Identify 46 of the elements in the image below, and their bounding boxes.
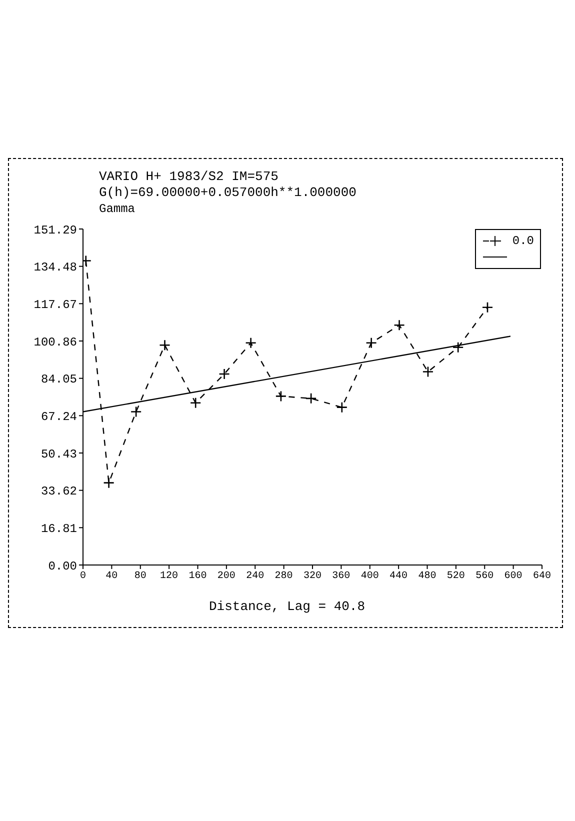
x-tick-label: 120 [160, 571, 178, 582]
point [275, 390, 287, 402]
chart-title: VARIO H+ 1983/S2 IM=575 [99, 169, 280, 185]
x-tick-label: 640 [532, 571, 552, 582]
x-tick-label: 440 [390, 571, 408, 582]
point [305, 392, 317, 404]
x-tick-label: 160 [188, 571, 207, 582]
x-tick-label: 360 [332, 571, 350, 582]
y-tick-label: 84.05 [40, 372, 77, 387]
y-tick-label: 50.43 [40, 447, 77, 462]
x-tick-label: 80 [134, 571, 146, 582]
point [482, 302, 494, 314]
y-tick-label: 33.62 [40, 484, 77, 499]
y-tick-label: 100.86 [34, 335, 77, 350]
point [218, 368, 230, 380]
x-tick-label: 240 [246, 571, 264, 582]
x-tick-label: 400 [360, 571, 379, 582]
point [366, 337, 377, 349]
point [245, 337, 256, 349]
x-tick-label: 200 [217, 571, 236, 582]
point [190, 397, 202, 409]
x-tick-label: 560 [476, 571, 494, 582]
x-axis-title: Distance, Lag = 40.8 [209, 599, 366, 614]
y-tick-label: 151.29 [34, 223, 77, 238]
y-tick-label: 16.81 [40, 522, 77, 536]
y-tick-label: 67.24 [40, 410, 77, 424]
chart-subtitle: G(h)=69.00000+0.057000h**1.000000 [99, 185, 356, 201]
x-tick-label: 280 [274, 571, 293, 582]
point [103, 477, 114, 488]
point [422, 366, 434, 378]
legend-label: 0.0 [512, 234, 534, 248]
x-tick-label: 40 [106, 571, 118, 582]
point [159, 339, 170, 351]
point [394, 319, 405, 331]
y-tick-label: 117.67 [34, 298, 77, 312]
point [336, 402, 348, 413]
x-tick-label: 320 [303, 571, 322, 582]
y-tick-label: 0.00 [48, 559, 77, 574]
x-tick-label: 520 [446, 571, 465, 582]
x-tick-label: 480 [418, 571, 436, 582]
point [130, 406, 142, 418]
point [452, 342, 464, 353]
y-axis-title: Gamma [99, 201, 136, 217]
x-tick-label: 600 [504, 571, 522, 582]
y-tick-label: 134.48 [34, 260, 77, 275]
x-tick-label: 0 [80, 571, 86, 582]
